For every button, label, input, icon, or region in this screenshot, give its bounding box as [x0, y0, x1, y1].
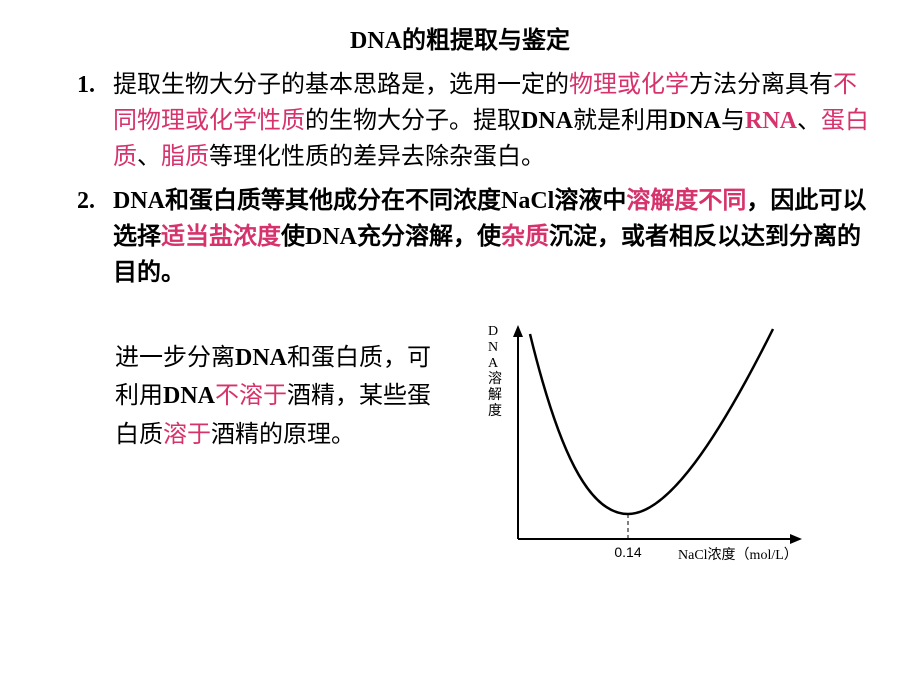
bold-text: DNA [669, 108, 721, 134]
text: DNA和蛋白质等其他成分在不同浓度NaCl溶液中 [113, 188, 626, 214]
bold-text: DNA [235, 345, 287, 371]
paragraph-3: 进一步分离DNA和蛋白质，可利用DNA不溶于酒精，某些蛋白质溶于酒精的原理。 [115, 339, 435, 454]
list-item-2: 2. DNA和蛋白质等其他成分在不同浓度NaCl溶液中溶解度不同，因此可以选择适… [40, 183, 880, 291]
item-content-2: DNA和蛋白质等其他成分在不同浓度NaCl溶液中溶解度不同，因此可以选择适当盐浓… [113, 183, 880, 291]
highlight-text: 脂质 [161, 144, 209, 170]
text: 等理化性质的差异去除杂蛋白。 [209, 144, 545, 170]
text: 就是利用 [573, 108, 669, 134]
bold-text: DNA [521, 108, 573, 134]
text: 、 [797, 108, 821, 134]
highlight-text: RNA [745, 108, 797, 134]
text: 、 [137, 144, 161, 170]
text: 提取生物大分子的基本思路是，选用一定的 [113, 72, 569, 98]
text: 使DNA充分溶解，使 [281, 224, 501, 250]
text: 与 [721, 108, 745, 134]
highlight-text: 适当盐浓度 [161, 224, 281, 250]
svg-text:D: D [488, 324, 498, 339]
list-item-1: 1. 提取生物大分子的基本思路是，选用一定的物理或化学方法分离具有不同物理或化学… [40, 67, 880, 175]
page-title: DNA的粗提取与鉴定 [40, 20, 880, 55]
text: 方法分离具有 [689, 72, 833, 98]
svg-text:解: 解 [488, 387, 502, 403]
text: 进一步分离 [115, 345, 235, 371]
lower-section: 进一步分离DNA和蛋白质，可利用DNA不溶于酒精，某些蛋白质溶于酒精的原理。 0… [40, 309, 880, 589]
svg-text:溶: 溶 [488, 371, 502, 387]
highlight-text: 不溶于 [215, 383, 287, 409]
highlight-text: 物理或化学 [569, 72, 689, 98]
item-number-2: 2. [40, 183, 113, 291]
highlight-text: 溶于 [163, 422, 211, 448]
svg-text:0.14: 0.14 [614, 544, 641, 560]
solubility-chart: 0.14 DNA溶解度 NaCl浓度（mol/L） [435, 309, 880, 589]
text: 的生物大分子。提取 [305, 108, 521, 134]
chart-svg: 0.14 DNA溶解度 NaCl浓度（mol/L） [458, 309, 858, 589]
text: 酒精的原理。 [211, 422, 355, 448]
item-number-1: 1. [40, 67, 113, 175]
svg-text:N: N [488, 340, 498, 355]
svg-text:度: 度 [488, 403, 502, 419]
highlight-text: 杂质 [501, 224, 549, 250]
svg-text:NaCl浓度（mol/L）: NaCl浓度（mol/L） [678, 547, 798, 563]
highlight-text: 溶解度不同 [626, 188, 746, 214]
bold-text: DNA [163, 383, 215, 409]
item-content-1: 提取生物大分子的基本思路是，选用一定的物理或化学方法分离具有不同物理或化学性质的… [113, 67, 880, 175]
svg-text:A: A [488, 356, 499, 371]
